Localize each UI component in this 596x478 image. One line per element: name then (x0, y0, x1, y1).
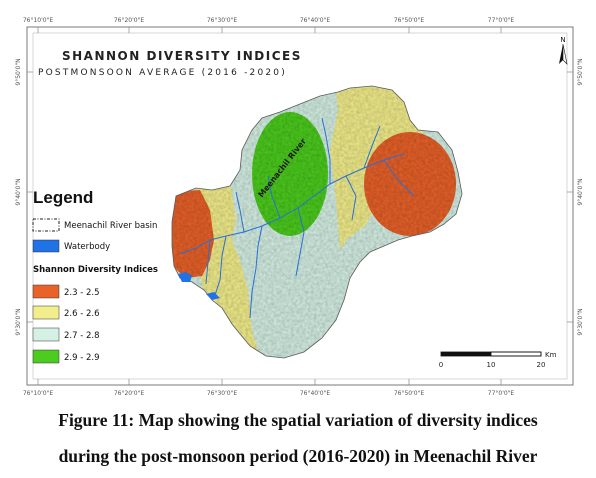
map-inner-frame (32, 32, 568, 380)
legend-title: Legend (33, 188, 93, 207)
legend-class-swatch-3 (32, 327, 60, 342)
lat-label-left-3: 9°30'0"N (15, 308, 22, 335)
lat-label-left-2: 9°40'0"N (15, 178, 22, 205)
legend-class-swatch-2 (32, 305, 60, 320)
legend-indices-heading: Shannon Diversity Indices (33, 265, 158, 275)
legend-class-label-1: 2.3 - 2.5 (64, 288, 100, 298)
lat-label-right-1: 9°50'0"N (577, 58, 584, 85)
map-title: SHANNON DIVERSITY INDICES (62, 49, 302, 63)
scale-bar: Km 0 10 20 (439, 351, 557, 369)
legend-class-swatch-4 (32, 349, 60, 364)
legend-basin-label: Meenachil River basin (64, 221, 157, 231)
lat-label-right-3: 9°30'0"N (577, 308, 584, 335)
lat-label-left-1: 9°50'0"N (15, 58, 22, 85)
legend-class-label-4: 2.9 - 2.9 (64, 353, 100, 363)
scale-tick-10: 10 (487, 361, 496, 369)
scale-unit: Km (545, 351, 557, 359)
scale-tick-0: 0 (439, 361, 443, 369)
legend-class-label-3: 2.7 - 2.8 (64, 331, 100, 341)
lon-label-top-3: 76°30'0"E (207, 17, 237, 24)
lon-label-bottom-4: 76°40'0"E (300, 390, 330, 397)
lon-label-top-6: 77°0'0"E (488, 17, 515, 24)
legend-waterbody-label: Waterbody (64, 242, 110, 252)
zone-2.9-2.9 (252, 112, 328, 236)
zone-2.3-2.5-east (364, 132, 456, 236)
legend: Legend Meenachil River basin Waterbody S… (32, 188, 158, 364)
legend-waterbody-swatch (32, 239, 60, 253)
zone-2.6-2.6-west (196, 182, 262, 358)
north-arrow: N (559, 36, 568, 65)
lon-label-top-1: 76°10'0"E (23, 17, 53, 24)
map-figure: 76°10'0"E 76°20'0"E 76°30'0"E 76°40'0"E … (15, 17, 584, 397)
figure-caption-line-2: during the post-monsoon period (2016-202… (58, 446, 538, 466)
legend-class-swatch-1 (32, 284, 60, 299)
figure-caption-line-1: Figure 11: Map showing the spatial varia… (58, 410, 538, 430)
lon-label-top-4: 76°40'0"E (300, 17, 330, 24)
north-label: N (560, 36, 565, 44)
waterbody-2 (206, 292, 220, 300)
river-network (179, 117, 415, 319)
basin-boundary (171, 85, 463, 359)
lat-label-right-2: 9°40'0"N (577, 178, 584, 205)
lon-label-top-5: 76°50'0"E (394, 17, 424, 24)
map-subtitle: POSTMONSOON AVERAGE (2016 -2020) (38, 68, 287, 78)
lon-label-bottom-2: 76°20'0"E (114, 390, 144, 397)
zone-2.3-2.5-west (172, 190, 214, 278)
lon-label-bottom-6: 77°0'0"E (488, 390, 515, 397)
legend-basin-swatch (32, 218, 60, 232)
legend-class-label-2: 2.6 - 2.6 (64, 309, 100, 319)
lon-label-bottom-3: 76°30'0"E (207, 390, 237, 397)
lon-label-bottom-1: 76°10'0"E (23, 390, 53, 397)
lon-label-top-2: 76°20'0"E (114, 17, 144, 24)
graticule-ticks (27, 27, 573, 385)
lon-label-bottom-5: 76°50'0"E (394, 390, 424, 397)
waterbody (178, 272, 192, 282)
scale-tick-20: 20 (537, 361, 546, 369)
